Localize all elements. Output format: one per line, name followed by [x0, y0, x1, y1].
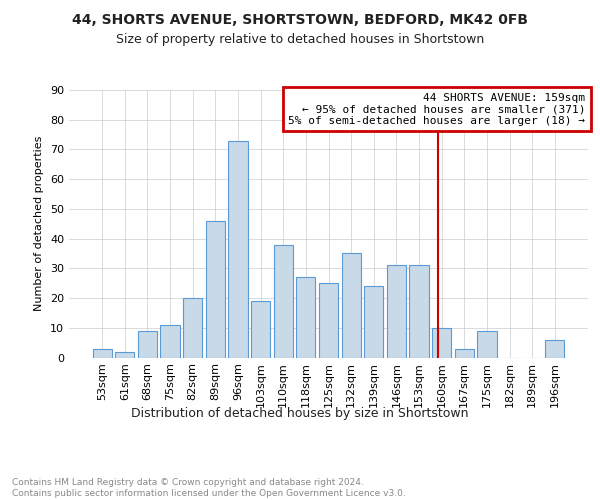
- Text: 44, SHORTS AVENUE, SHORTSTOWN, BEDFORD, MK42 0FB: 44, SHORTS AVENUE, SHORTSTOWN, BEDFORD, …: [72, 12, 528, 26]
- Text: Size of property relative to detached houses in Shortstown: Size of property relative to detached ho…: [116, 32, 484, 46]
- Bar: [432, 328, 451, 358]
- Bar: [183, 298, 202, 358]
- Text: Contains HM Land Registry data © Crown copyright and database right 2024.
Contai: Contains HM Land Registry data © Crown c…: [12, 478, 406, 498]
- Bar: [364, 286, 383, 358]
- Bar: [138, 331, 157, 357]
- Y-axis label: Number of detached properties: Number of detached properties: [34, 136, 44, 312]
- Bar: [274, 244, 293, 358]
- Bar: [206, 221, 225, 358]
- Bar: [341, 254, 361, 358]
- Bar: [251, 301, 270, 358]
- Bar: [296, 277, 316, 357]
- Bar: [409, 266, 428, 358]
- Bar: [455, 348, 474, 358]
- Bar: [319, 283, 338, 358]
- Bar: [92, 348, 112, 358]
- Bar: [545, 340, 565, 357]
- Bar: [115, 352, 134, 358]
- Text: Distribution of detached houses by size in Shortstown: Distribution of detached houses by size …: [131, 408, 469, 420]
- Bar: [477, 331, 497, 357]
- Bar: [229, 140, 248, 358]
- Text: 44 SHORTS AVENUE: 159sqm
← 95% of detached houses are smaller (371)
5% of semi-d: 44 SHORTS AVENUE: 159sqm ← 95% of detach…: [289, 92, 586, 126]
- Bar: [160, 325, 180, 358]
- Bar: [387, 266, 406, 358]
